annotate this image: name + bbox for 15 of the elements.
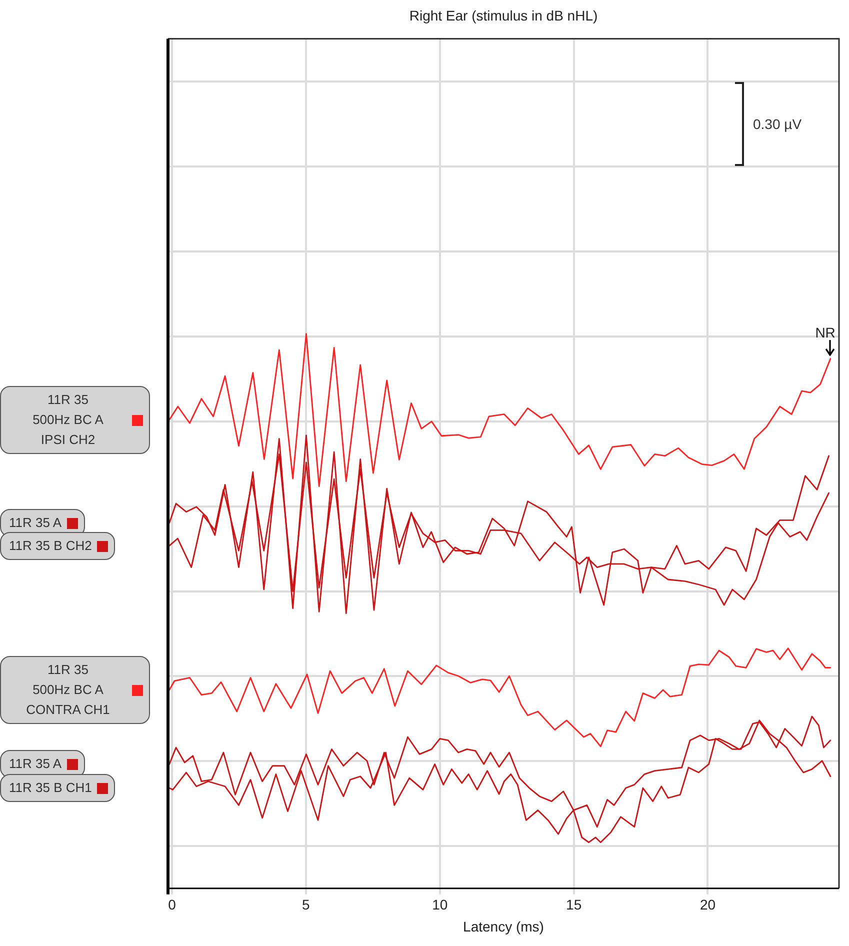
legend-label: 11R 35 500Hz BC A IPSI CH2 <box>0 386 150 454</box>
legend-label: 11R 35 A <box>0 508 85 537</box>
legend-label: 11R 35 B CH1 <box>0 774 115 802</box>
x-tick-label: 15 <box>566 896 582 913</box>
text: 0.30 µV <box>753 116 802 132</box>
x-axis-title: Latency (ms) <box>463 918 544 934</box>
x-tick-label: 10 <box>432 896 448 913</box>
legend-label: 11R 35 500Hz BC A CONTRA CH1 <box>0 656 150 724</box>
annotation: NR <box>815 324 836 341</box>
x-tick-label: 20 <box>700 896 716 913</box>
x-tick-label: 0 <box>168 896 176 913</box>
legend-label: 11R 35 B CH2 <box>0 532 115 560</box>
chart-title: Right Ear (stimulus in dB nHL) <box>409 7 598 24</box>
x-tick-label: 5 <box>302 896 310 913</box>
legend-label: 11R 35 A <box>0 750 85 778</box>
